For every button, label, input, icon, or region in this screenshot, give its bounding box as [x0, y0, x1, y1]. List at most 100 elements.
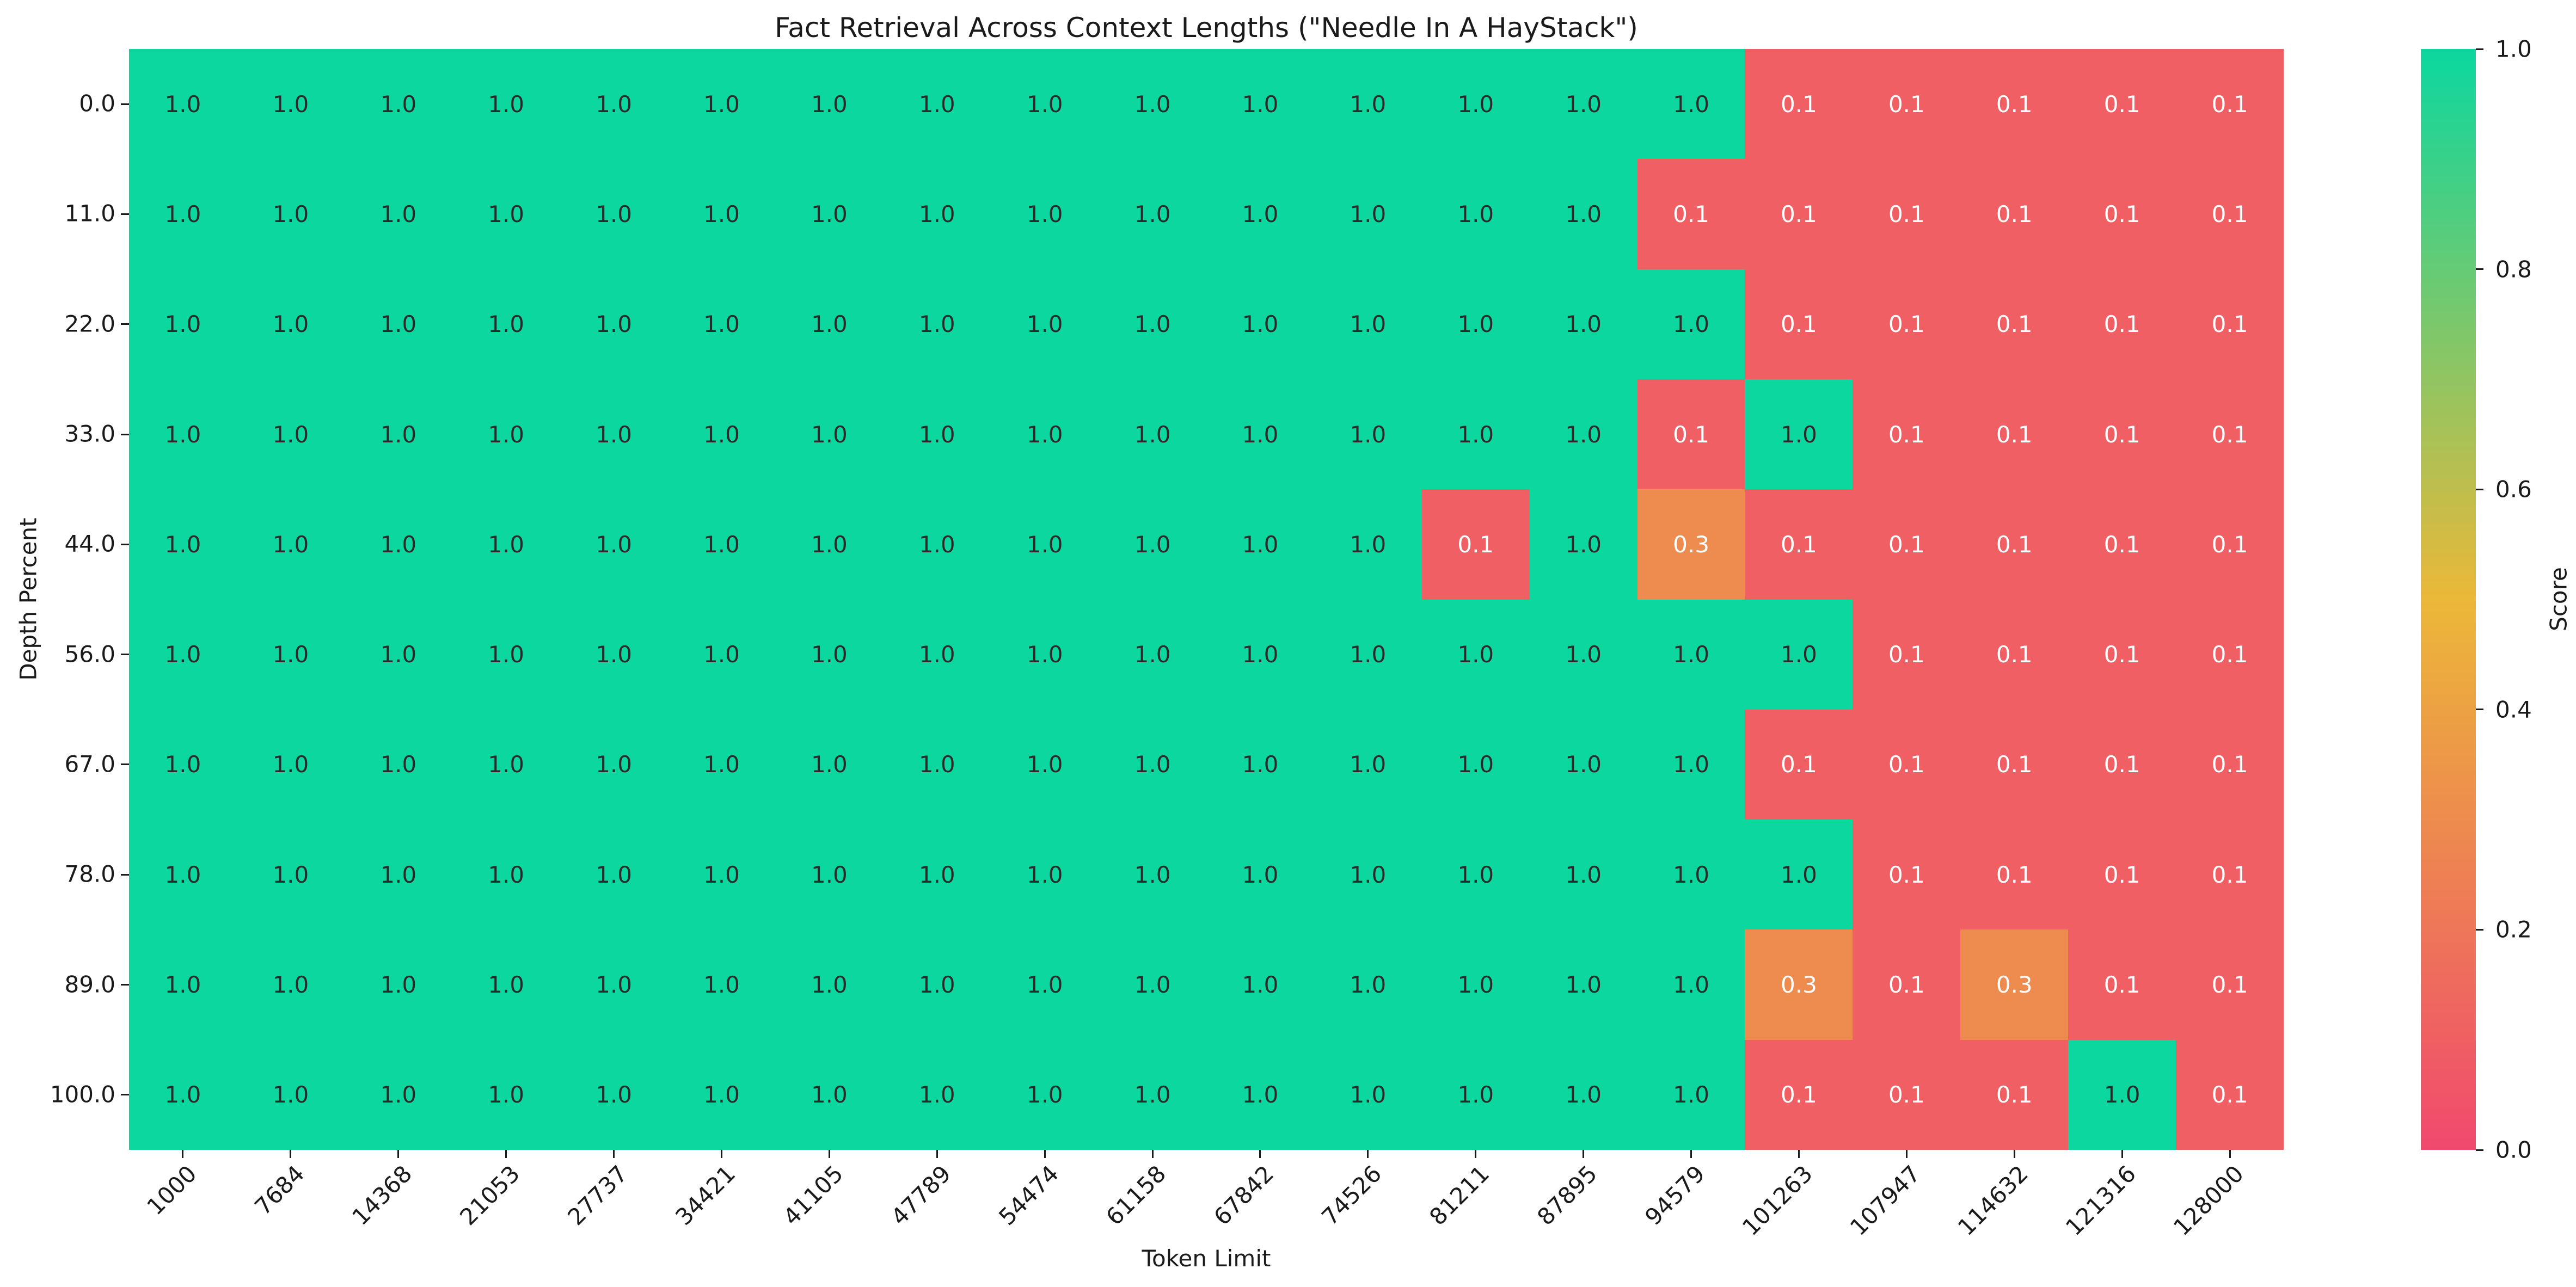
heatmap-cell: 1.0	[344, 489, 452, 600]
heatmap-cell: 1.0	[1637, 929, 1745, 1040]
x-tick-label: 54474	[993, 1160, 1064, 1231]
heatmap-cell: 1.0	[667, 1039, 776, 1150]
tick-mark	[121, 433, 129, 435]
heatmap-cell: 1.0	[129, 709, 237, 820]
colorbar-tick-label: 0.6	[2495, 476, 2532, 503]
x-tick-label: 27737	[562, 1160, 633, 1231]
heatmap-cell: 0.1	[2176, 379, 2284, 490]
heatmap-cell: 1.0	[775, 820, 884, 930]
heatmap-cell: 1.0	[560, 269, 668, 379]
tick-mark	[2013, 1150, 2015, 1158]
heatmap-cell: 1.0	[883, 379, 991, 490]
heatmap-cell: 1.0	[1099, 929, 1206, 1040]
tick-mark	[1044, 1150, 1046, 1158]
heatmap-cell: 0.1	[1853, 820, 1961, 930]
heatmap-cell: 1.0	[1099, 379, 1206, 490]
heatmap-cell: 1.0	[236, 820, 345, 930]
heatmap-cell: 1.0	[1206, 49, 1314, 159]
heatmap-cell: 1.0	[1529, 159, 1637, 269]
heatmap-cell: 1.0	[1206, 269, 1314, 379]
heatmap-cell: 1.0	[452, 599, 560, 710]
heatmap-cell: 1.0	[883, 820, 991, 930]
tick-mark	[121, 654, 129, 656]
heatmap-cell: 1.0	[667, 929, 776, 1040]
heatmap-cell: 1.0	[883, 269, 991, 379]
heatmap-cell: 0.1	[2176, 820, 2284, 930]
tick-mark	[290, 1150, 292, 1158]
tick-mark	[121, 543, 129, 545]
heatmap-cell: 0.1	[1853, 159, 1961, 269]
heatmap-cell: 1.0	[1099, 159, 1206, 269]
heatmap-cell: 0.1	[1745, 49, 1853, 159]
heatmap-cell: 1.0	[991, 159, 1099, 269]
heatmap-cell: 1.0	[667, 599, 776, 710]
x-tick-label: 7684	[249, 1160, 310, 1221]
heatmap-cell: 1.0	[1637, 269, 1745, 379]
heatmap-cell: 0.1	[2176, 709, 2284, 820]
heatmap-cell: 0.3	[1960, 929, 2069, 1040]
heatmap-cell: 1.0	[344, 159, 452, 269]
heatmap-cell: 1.0	[1099, 269, 1206, 379]
heatmap-cell: 0.1	[1745, 269, 1853, 379]
heatmap-cell: 1.0	[1637, 820, 1745, 930]
heatmap-cell: 1.0	[775, 159, 884, 269]
heatmap-cell: 0.1	[1853, 929, 1961, 1040]
heatmap-cell: 1.0	[1421, 269, 1530, 379]
heatmap-cell: 1.0	[1099, 820, 1206, 930]
heatmap-cell: 1.0	[667, 269, 776, 379]
heatmap-cell: 0.1	[1637, 159, 1745, 269]
heatmap-cell: 1.0	[1314, 489, 1422, 600]
heatmap-cell: 0.1	[2068, 49, 2176, 159]
heatmap-cell: 1.0	[775, 599, 884, 710]
y-tick-label: 11.0	[64, 200, 115, 227]
heatmap-cell: 1.0	[1421, 159, 1530, 269]
y-tick-label: 56.0	[64, 641, 115, 668]
heatmap-cell: 0.1	[2068, 929, 2176, 1040]
heatmap-cell: 0.1	[1853, 49, 1961, 159]
heatmap-cell: 0.1	[1960, 599, 2069, 710]
tick-mark	[1583, 1150, 1585, 1158]
heatmap-cell: 1.0	[667, 709, 776, 820]
heatmap-cell: 1.0	[236, 1039, 345, 1150]
heatmap-cell: 1.0	[236, 489, 345, 600]
heatmap-cell: 1.0	[667, 159, 776, 269]
heatmap-cell: 1.0	[1099, 1039, 1206, 1150]
heatmap-cell: 1.0	[129, 929, 237, 1040]
heatmap-cell: 1.0	[1529, 1039, 1637, 1150]
heatmap-cell: 1.0	[1529, 269, 1637, 379]
tick-mark	[1151, 1150, 1154, 1158]
heatmap-cell: 1.0	[991, 709, 1099, 820]
tick-mark	[1798, 1150, 1800, 1158]
x-tick-label: 107947	[1844, 1160, 1926, 1241]
heatmap-cell: 1.0	[1206, 159, 1314, 269]
heatmap-cell: 1.0	[452, 820, 560, 930]
heatmap-cell: 1.0	[560, 599, 668, 710]
heatmap-cell: 1.0	[1529, 929, 1637, 1040]
heatmap-cell: 1.0	[129, 1039, 237, 1150]
x-tick-label: 47789	[885, 1160, 956, 1231]
x-tick-label: 87895	[1532, 1160, 1603, 1231]
tick-mark	[121, 763, 129, 766]
heatmap-cell: 1.0	[775, 379, 884, 490]
heatmap-cell: 1.0	[129, 599, 237, 710]
heatmap-plot: 1.0 1.0 1.0 1.0 1.0 1.0 1.0 1.0 1.0 1.0 1.0 1.0 1.0 1…	[129, 49, 2284, 1150]
heatmap-cell: 1.0	[129, 49, 237, 159]
heatmap-cell: 1.0	[344, 929, 452, 1040]
heatmap-cell: 1.0	[560, 379, 668, 490]
heatmap-cell: 1.0	[1529, 599, 1637, 710]
heatmap-cell: 1.0	[1314, 1039, 1422, 1150]
heatmap-cell: 1.0	[1637, 1039, 1745, 1150]
tick-mark	[121, 323, 129, 325]
heatmap-cell: 0.1	[1745, 1039, 1853, 1150]
heatmap-cell: 1.0	[1637, 599, 1745, 710]
y-axis-label: Depth Percent	[15, 518, 42, 681]
heatmap-cell: 1.0	[775, 929, 884, 1040]
x-tick-label: 67842	[1209, 1160, 1279, 1231]
tick-mark	[121, 984, 129, 986]
tick-mark	[121, 213, 129, 215]
heatmap-cell: 0.1	[2068, 709, 2176, 820]
heatmap-cell: 0.1	[2176, 1039, 2284, 1150]
heatmap-cell: 0.1	[2068, 820, 2176, 930]
heatmap-cell: 1.0	[1637, 49, 1745, 159]
heatmap-cell: 1.0	[452, 489, 560, 600]
